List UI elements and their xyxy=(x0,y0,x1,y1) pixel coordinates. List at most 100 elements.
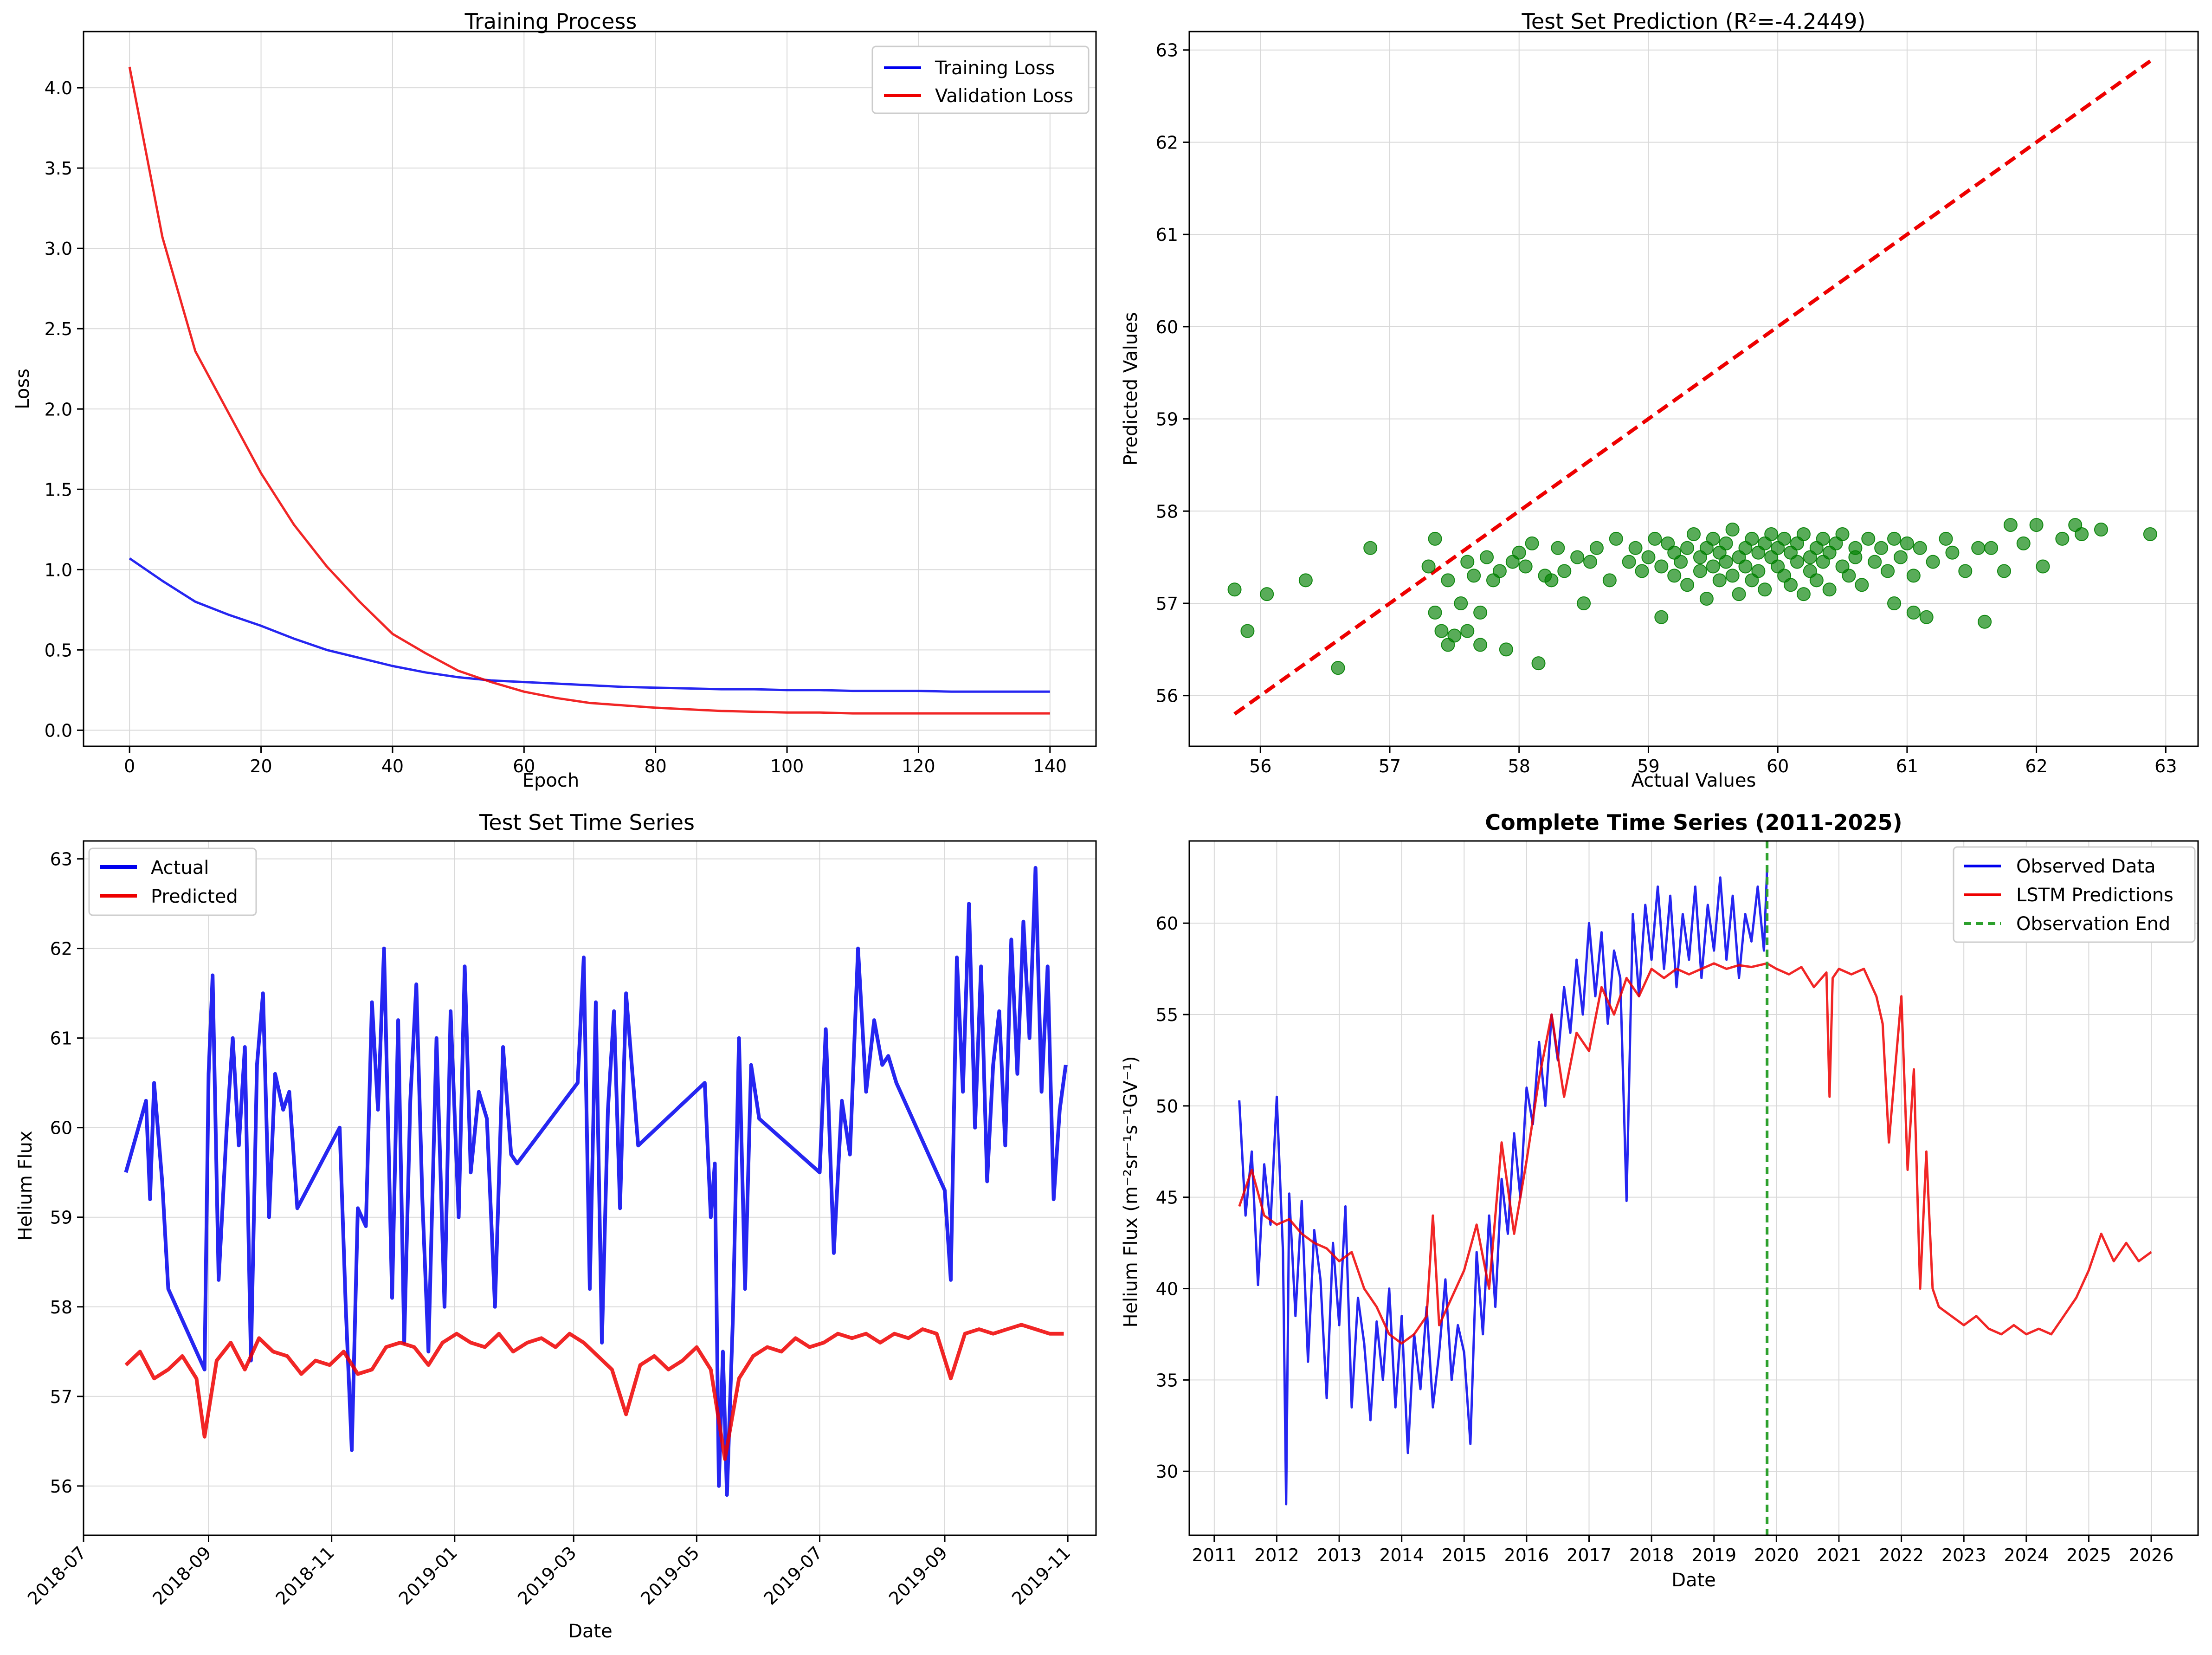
x-tick-label: 2016 xyxy=(1504,1545,1549,1565)
y-tick-label: 55 xyxy=(1156,1005,1178,1025)
x-tick-label: 2024 xyxy=(2004,1545,2049,1565)
scatter-point xyxy=(1570,550,1585,564)
scatter-point xyxy=(1544,573,1559,588)
x-tick-label: 60 xyxy=(1767,756,1789,776)
test-set-prediction-ylabel: Predicted Values xyxy=(1120,312,1141,465)
y-tick-label: 1.5 xyxy=(45,479,72,500)
series-line-validation-loss xyxy=(128,66,1050,715)
x-tick-label: 63 xyxy=(2154,756,2177,776)
scatter-point xyxy=(1628,541,1643,555)
y-tick-label: 60 xyxy=(1156,317,1178,337)
legend-label-validation-loss: Validation Loss xyxy=(935,85,1073,107)
legend-label-actual: Actual xyxy=(151,857,209,879)
x-tick-label: 80 xyxy=(645,756,667,776)
test-set-prediction-xlabel: Actual Values xyxy=(1632,770,1756,791)
test-set-prediction-title: Test Set Prediction (R²=-4.2449) xyxy=(1522,9,1866,34)
y-tick-label: 63 xyxy=(1156,40,1178,61)
scatter-point xyxy=(1589,541,1604,555)
x-tick-label: 57 xyxy=(1379,756,1401,776)
series-line-observed-data xyxy=(1238,868,1768,1506)
scatter-point xyxy=(1518,559,1533,574)
scatter-point xyxy=(1674,555,1688,569)
scatter-point xyxy=(1855,578,1869,592)
series-line-lstm-predictions xyxy=(1238,962,2152,1345)
complete-time-series-panel: Complete Time Series (2011-2025) Date He… xyxy=(1120,810,2199,1591)
scatter-point xyxy=(1919,610,1934,624)
scatter-point xyxy=(1460,624,1475,638)
scatter-point xyxy=(1609,531,1623,546)
scatter-point xyxy=(1583,555,1598,569)
legend-frame xyxy=(871,45,1090,114)
y-tick-label: 3.0 xyxy=(45,239,72,259)
training-process-title: Training Process xyxy=(464,9,637,34)
x-tick-label: 2020 xyxy=(1754,1545,1799,1565)
scatter-point xyxy=(1719,536,1733,550)
y-tick-label: 58 xyxy=(50,1297,72,1318)
x-tick-label: 2021 xyxy=(1817,1545,1862,1565)
scatter-point xyxy=(1687,527,1701,541)
scatter-point xyxy=(1881,564,1895,578)
scatter-point xyxy=(1777,531,1792,546)
scatter-point xyxy=(1758,582,1772,597)
scatter-point xyxy=(1680,578,1695,592)
scatter-point xyxy=(1473,605,1488,620)
scatter-point xyxy=(1906,569,1921,583)
legend-frame xyxy=(1953,846,2196,943)
axes-frame xyxy=(1188,840,2199,1536)
scatter-point xyxy=(1499,642,1513,657)
y-tick-label: 3.5 xyxy=(45,158,72,179)
scatter-point xyxy=(1699,592,1714,606)
scatter-point xyxy=(1900,536,1914,550)
y-tick-label: 59 xyxy=(50,1208,72,1228)
x-tick-label: 100 xyxy=(770,756,804,776)
test-set-time-series-title: Test Set Time Series xyxy=(479,810,695,835)
complete-time-series-title: Complete Time Series (2011-2025) xyxy=(1485,810,1902,835)
scatter-point xyxy=(1751,564,1766,578)
x-tick-label: 120 xyxy=(902,756,935,776)
scatter-point xyxy=(1842,569,1856,583)
series-line-actual xyxy=(124,866,1068,1497)
test-set-time-series-legend: Actual Predicted xyxy=(88,847,257,916)
x-tick-label: 2019 xyxy=(1691,1545,1736,1565)
complete-time-series-ylabel: Helium Flux (m⁻²sr⁻¹s⁻¹GV⁻¹) xyxy=(1120,1056,1141,1327)
x-tick-label: 2011 xyxy=(1192,1545,1237,1565)
scatter-point xyxy=(2094,523,2108,537)
scatter-point xyxy=(1997,564,2011,578)
scatter-point xyxy=(1913,541,1927,555)
scatter-point xyxy=(1732,587,1746,601)
x-tick-label: 56 xyxy=(1249,756,1271,776)
scatter-point xyxy=(1648,531,1662,546)
scatter-point xyxy=(1712,573,1727,588)
axes-frame xyxy=(1188,31,2199,747)
scatter-point xyxy=(1641,550,1656,564)
scatter-point xyxy=(1557,564,1572,578)
scatter-point xyxy=(1331,661,1345,675)
scatter-point xyxy=(1719,555,1733,569)
x-tick-label: 61 xyxy=(1896,756,1918,776)
scatter-point xyxy=(1706,559,1720,574)
x-tick-label: 62 xyxy=(2025,756,2047,776)
scatter-point xyxy=(1622,555,1636,569)
scatter-point xyxy=(1745,531,1759,546)
scatter-point xyxy=(1887,531,1902,546)
scatter-point xyxy=(2075,527,2089,541)
y-tick-label: 56 xyxy=(1156,686,1178,706)
scatter-point xyxy=(1725,569,1740,583)
scatter-point xyxy=(1725,523,1740,537)
ideal-fit-line xyxy=(1233,59,2152,716)
scatter-point xyxy=(1822,582,1837,597)
scatter-point xyxy=(1654,559,1669,574)
scatter-point xyxy=(1531,656,1546,671)
y-tick-label: 63 xyxy=(50,849,72,870)
scatter-point xyxy=(1577,596,1591,610)
y-tick-label: 0.0 xyxy=(45,720,72,741)
scatter-point xyxy=(1848,550,1863,564)
scatter-point xyxy=(1945,545,1960,560)
scatter-point xyxy=(1887,596,1902,610)
x-tick-label: 2012 xyxy=(1254,1545,1299,1565)
y-tick-label: 56 xyxy=(50,1476,72,1497)
x-tick-label: 59 xyxy=(1637,756,1659,776)
scatter-point xyxy=(1835,527,1850,541)
scatter-point xyxy=(2029,518,2044,532)
